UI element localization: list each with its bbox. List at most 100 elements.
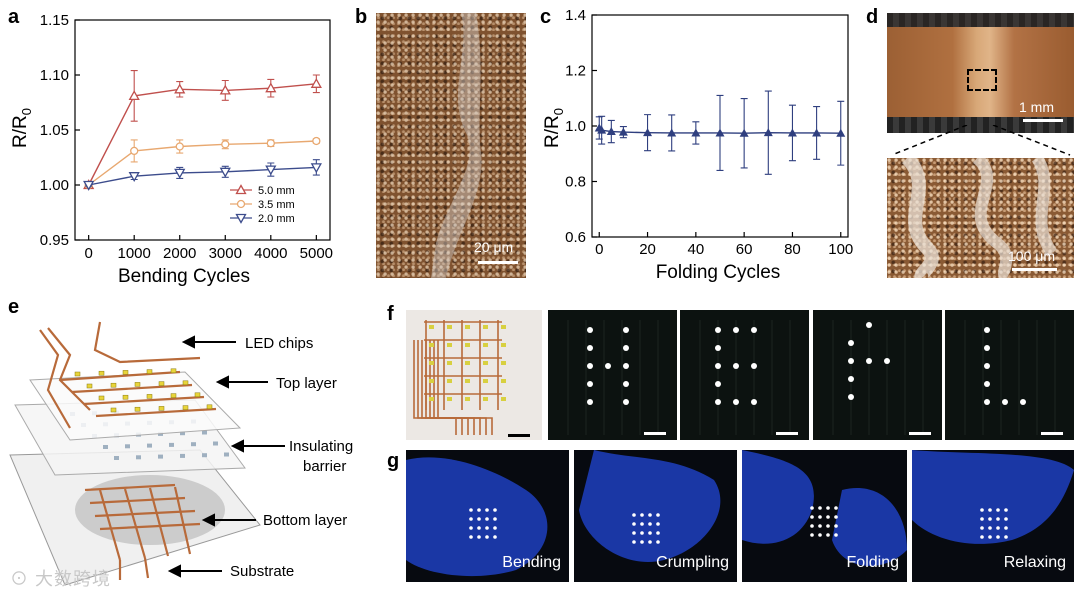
- led-chip: [158, 381, 165, 386]
- chart-a-ylabel: R/R0: [10, 108, 34, 148]
- data-point: [265, 165, 277, 176]
- lit-led: [751, 399, 757, 405]
- lit-led: [587, 345, 593, 351]
- bending-cycles-chart: 0 1000 2000 3000 4000 5000 0.95 1.00 1.05 1.10 1.1…: [10, 12, 333, 287]
- x-tick-label: 2000: [163, 245, 196, 262]
- data-point: [175, 142, 184, 151]
- data-point: [667, 128, 677, 137]
- lit-led: [988, 535, 992, 539]
- lit-led: [1004, 517, 1008, 521]
- y-tick-label: 0.8: [565, 174, 586, 191]
- barrier-opening: [202, 453, 207, 458]
- zoom-lines: [891, 125, 1071, 156]
- y-tick-label: 0.6: [565, 229, 586, 246]
- data-point: [606, 127, 616, 136]
- lit-led: [632, 540, 636, 544]
- lit-led: [485, 517, 489, 521]
- lit-led: [996, 508, 1000, 512]
- label-barrier: barrier: [303, 458, 347, 475]
- glove-demo-folding: Folding: [742, 450, 907, 582]
- led-chip: [501, 343, 506, 347]
- lit-led: [810, 533, 814, 537]
- lit-led: [623, 399, 629, 405]
- lit-led: [866, 322, 872, 328]
- fold-photo-d: 1 mm: [887, 13, 1074, 133]
- lit-led: [477, 508, 481, 512]
- series-line: [88, 140, 317, 186]
- lit-led: [834, 506, 838, 510]
- legend-marker: [236, 199, 246, 209]
- series-line: [88, 166, 317, 186]
- lit-led: [988, 526, 992, 530]
- lit-led: [493, 517, 497, 521]
- led-chip: [483, 379, 488, 383]
- lit-led: [980, 526, 984, 530]
- led-chip: [194, 392, 201, 398]
- lit-led: [834, 533, 838, 537]
- chart-c-ylabel: R/R0: [542, 108, 566, 148]
- x-tick-label: 0: [595, 241, 603, 258]
- led-chip: [501, 361, 506, 365]
- barrier-opening: [169, 442, 174, 447]
- lit-led: [469, 508, 473, 512]
- lit-led: [640, 531, 644, 535]
- led-chip: [122, 394, 129, 400]
- data-point: [219, 167, 231, 178]
- glove-demo-bending: Bending: [406, 450, 569, 582]
- x-tick-label: 1000: [118, 245, 151, 262]
- lit-led: [469, 526, 473, 530]
- x-tick-label: 100: [828, 241, 853, 258]
- y-tick-label: 1.05: [40, 122, 69, 139]
- watermark-icon: ⊙: [10, 569, 29, 589]
- data-point: [128, 90, 140, 101]
- barrier-opening: [180, 453, 185, 458]
- glove: [406, 457, 548, 577]
- y-tick-label: 1.00: [40, 177, 69, 194]
- lit-led: [469, 535, 473, 539]
- lit-led: [818, 515, 822, 519]
- lit-led: [640, 540, 644, 544]
- led-chip: [86, 383, 93, 389]
- data-point: [130, 146, 139, 156]
- lit-led: [980, 517, 984, 521]
- lit-led: [632, 522, 636, 526]
- demo-label: Relaxing: [1003, 554, 1066, 571]
- data-point: [312, 136, 321, 146]
- lit-led: [493, 508, 497, 512]
- lit-led: [485, 526, 489, 530]
- lit-led: [1002, 399, 1008, 405]
- lit-led: [477, 526, 481, 530]
- lit-led: [715, 381, 721, 387]
- barrier-opening: [191, 442, 196, 447]
- lit-led: [733, 363, 739, 369]
- data-point: [174, 168, 186, 179]
- panel-label-f: f: [387, 303, 394, 325]
- barrier-opening: [125, 444, 130, 449]
- x-tick-label: 40: [688, 241, 705, 258]
- label-insulating: Insulating: [289, 438, 354, 455]
- data-point: [763, 128, 773, 137]
- legend-label: 3.5 mm: [258, 199, 295, 211]
- scalebar-label-b: 20 μm: [474, 239, 514, 255]
- lit-led: [493, 526, 497, 530]
- data-point: [174, 83, 186, 94]
- lit-led: [1004, 535, 1008, 539]
- data-point: [618, 127, 628, 136]
- lit-led: [1020, 399, 1026, 405]
- data-point: [715, 128, 725, 137]
- y-tick-label: 1.2: [565, 63, 586, 80]
- led-chip: [429, 361, 434, 365]
- scalebar-label-d-top: 1 mm: [1019, 99, 1054, 115]
- lit-led: [834, 524, 838, 528]
- lit-led: [984, 399, 990, 405]
- lit-led: [996, 526, 1000, 530]
- barrier-opening: [136, 455, 141, 460]
- barrier-opening: [103, 445, 108, 449]
- led-chip: [429, 343, 434, 347]
- glove-demo-relaxing: Relaxing: [912, 450, 1074, 582]
- lit-led: [751, 363, 757, 369]
- data-point: [739, 128, 749, 137]
- x-tick-label: 5000: [300, 245, 333, 262]
- legend-label: 5.0 mm: [258, 185, 295, 197]
- data-point: [83, 180, 95, 191]
